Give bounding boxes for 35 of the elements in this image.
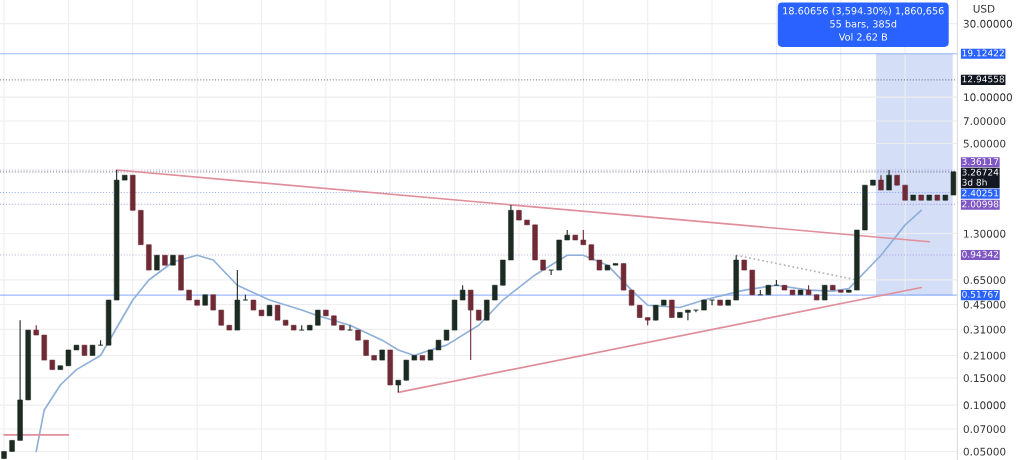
ref-line-label: 3.26724 3d 8h [962,168,999,186]
ref-line-label: 0.94342 [962,250,999,258]
y-tick-label: 1.30000 [964,229,1006,238]
y-tick-label: 0.07000 [963,425,1006,434]
candlestick [467,289,474,361]
y-tick-label: 0.65000 [963,276,1006,285]
candlestick [403,359,409,381]
candlestick [950,171,957,196]
candlestick [347,324,353,331]
y-tick-label: 0.21000 [963,351,1006,360]
y-tick-label: 10.00000 [964,93,1013,102]
candlestick [685,309,691,321]
candlestick [709,299,715,306]
ref-line-label: 2.00998 [962,200,999,208]
candlestick [886,169,892,191]
y-tick-label: 30.00000 [963,19,1013,28]
y-tick-label: 0.45000 [963,300,1006,309]
y-tick-label: 0.10000 [963,401,1006,410]
ref-line-label: 2.40251 [962,189,999,197]
candlestick [548,269,554,276]
y-tick-label: 0.05000 [963,447,1006,456]
ref-line-label: 12.94558 [962,75,1005,83]
ref-line-label: 19.12422 [962,49,1004,57]
y-tick-label: 7.00000 [963,117,1006,126]
annotation: Vol 2.62 B [838,33,888,41]
line-series [35,209,923,453]
annotation: 18.60656 (3,594.30%) 1,860,656 [783,6,944,16]
candlestick [484,299,490,321]
ref-line-label: 0.51767 [962,290,999,298]
text: USD [973,4,995,13]
ref-line-label: 3.36117 [962,158,999,165]
y-tick-label: 5.00000 [963,139,1006,148]
annotation: 55 bars, 385d [830,20,897,29]
y-tick-label: 0.15000 [963,374,1006,383]
y-tick-label: 0.31000 [963,325,1006,334]
